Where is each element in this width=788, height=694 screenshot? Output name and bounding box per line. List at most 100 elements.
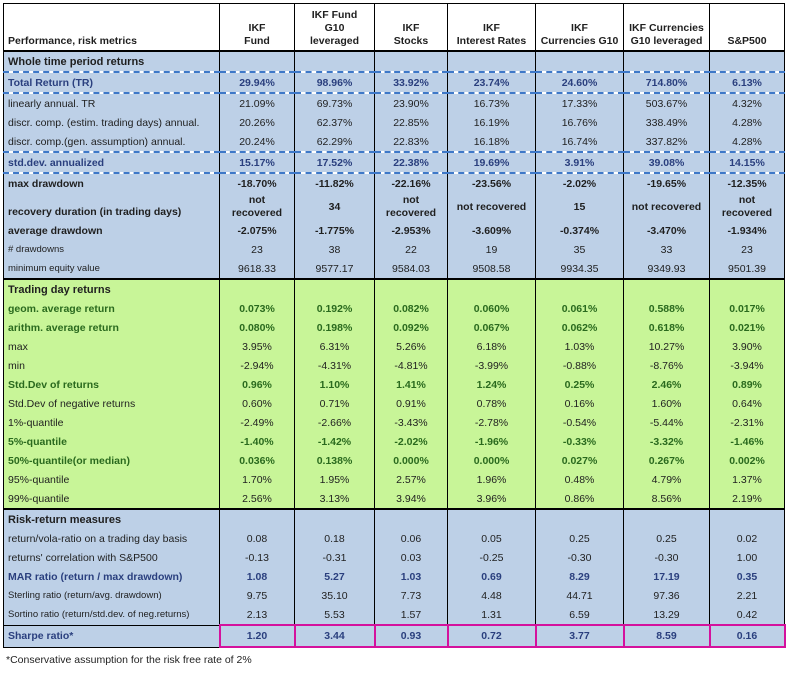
row-label: recovery duration (in trading days) bbox=[3, 193, 220, 221]
section-title: Whole time period returns bbox=[3, 50, 220, 72]
value-cell: -3.99% bbox=[447, 356, 536, 375]
value-cell: -0.54% bbox=[535, 413, 624, 432]
value-cell: 1.60% bbox=[623, 394, 710, 413]
value-cell: 4.32% bbox=[709, 93, 785, 113]
value-cell: 15.17% bbox=[219, 151, 295, 174]
value-cell: not recovered bbox=[219, 193, 295, 221]
empty-cell bbox=[294, 278, 375, 299]
column-header: IKF Fund G10 leveraged bbox=[294, 3, 375, 51]
value-cell: 1.00 bbox=[709, 548, 785, 567]
value-cell: 0.64% bbox=[709, 394, 785, 413]
value-cell: 3.44 bbox=[293, 624, 376, 648]
value-cell: 17.52% bbox=[294, 151, 375, 174]
value-cell: 0.192% bbox=[294, 299, 375, 318]
value-cell: -0.33% bbox=[535, 432, 624, 451]
value-cell: 0.618% bbox=[623, 318, 710, 337]
row-label: Std.Dev of returns bbox=[3, 375, 220, 394]
value-cell: 16.74% bbox=[535, 132, 624, 152]
value-cell: 338.49% bbox=[623, 113, 710, 132]
value-cell: 23 bbox=[709, 240, 785, 259]
value-cell: -2.075% bbox=[219, 221, 295, 240]
value-cell: 0.48% bbox=[535, 470, 624, 489]
value-cell: 6.18% bbox=[447, 337, 536, 356]
value-cell: 0.138% bbox=[294, 451, 375, 470]
value-cell: -1.96% bbox=[447, 432, 536, 451]
empty-cell bbox=[374, 50, 448, 72]
value-cell: 1.41% bbox=[374, 375, 448, 394]
value-cell: 0.86% bbox=[535, 489, 624, 509]
value-cell: 0.000% bbox=[374, 451, 448, 470]
value-cell: -3.609% bbox=[447, 221, 536, 240]
value-cell: 3.91% bbox=[535, 151, 624, 174]
value-cell: 62.37% bbox=[294, 113, 375, 132]
empty-cell bbox=[709, 508, 785, 529]
value-cell: 6.13% bbox=[709, 71, 785, 94]
value-cell: 0.60% bbox=[219, 394, 295, 413]
value-cell: -2.49% bbox=[219, 413, 295, 432]
empty-cell bbox=[447, 278, 536, 299]
value-cell: 0.08 bbox=[219, 529, 295, 548]
value-cell: 98.96% bbox=[294, 71, 375, 94]
value-cell: 0.05 bbox=[447, 529, 536, 548]
value-cell: -0.31 bbox=[294, 548, 375, 567]
value-cell: 0.092% bbox=[374, 318, 448, 337]
value-cell: 1.10% bbox=[294, 375, 375, 394]
value-cell: 3.77 bbox=[534, 624, 625, 648]
value-cell: 3.94% bbox=[374, 489, 448, 509]
value-cell: -12.35% bbox=[709, 173, 785, 193]
value-cell: 9618.33 bbox=[219, 259, 295, 280]
value-cell: 0.027% bbox=[535, 451, 624, 470]
value-cell: 23 bbox=[219, 240, 295, 259]
value-cell: 5.53 bbox=[294, 605, 375, 625]
value-cell: not recovered bbox=[623, 193, 710, 221]
column-header: S&P500 bbox=[709, 3, 785, 51]
value-cell: 29.94% bbox=[219, 71, 295, 94]
table-title: Performance, risk metrics bbox=[3, 3, 220, 51]
value-cell: 1.95% bbox=[294, 470, 375, 489]
value-cell: -1.46% bbox=[709, 432, 785, 451]
value-cell: 9577.17 bbox=[294, 259, 375, 280]
value-cell: -5.44% bbox=[623, 413, 710, 432]
value-cell: 0.062% bbox=[535, 318, 624, 337]
value-cell: 1.37% bbox=[709, 470, 785, 489]
table-row: discr. comp. (estim. trading days) annua… bbox=[3, 113, 785, 132]
value-cell: -3.94% bbox=[709, 356, 785, 375]
value-cell: 15 bbox=[535, 193, 624, 221]
value-cell: 8.29 bbox=[535, 567, 624, 586]
value-cell: -0.25 bbox=[447, 548, 536, 567]
value-cell: 1.20 bbox=[218, 624, 296, 648]
value-cell: -1.42% bbox=[294, 432, 375, 451]
table-row: Std.Dev of returns 0.96% 1.10% 1.41% 1.24% 0.… bbox=[3, 375, 785, 394]
table-row: recovery duration (in trading days) not r… bbox=[3, 193, 785, 221]
value-cell: 44.71 bbox=[535, 586, 624, 605]
value-cell: 2.57% bbox=[374, 470, 448, 489]
value-cell: 9.75 bbox=[219, 586, 295, 605]
value-cell: 6.59 bbox=[535, 605, 624, 625]
value-cell: 0.036% bbox=[219, 451, 295, 470]
value-cell: 16.18% bbox=[447, 132, 536, 152]
empty-cell bbox=[374, 278, 448, 299]
value-cell: -3.32% bbox=[623, 432, 710, 451]
table-row: Sharpe ratio* 1.20 3.44 0.93 0.72 3.77 8.59 0.1… bbox=[3, 624, 786, 648]
value-cell: 39.08% bbox=[623, 151, 710, 174]
value-cell: 8.59 bbox=[622, 624, 711, 648]
value-cell: 3.90% bbox=[709, 337, 785, 356]
value-cell: 20.24% bbox=[219, 132, 295, 152]
value-cell: 0.080% bbox=[219, 318, 295, 337]
row-label: 5%-quantile bbox=[3, 432, 220, 451]
table-row: Sortino ratio (return/std.dev. of neg.re… bbox=[3, 605, 785, 625]
table-row: linearly annual. TR 21.09% 69.73% 23.90% 16.… bbox=[3, 93, 785, 113]
value-cell: 5.26% bbox=[374, 337, 448, 356]
empty-cell bbox=[623, 50, 710, 72]
table-row: # drawdowns 23 38 22 19 35 33 23 bbox=[3, 240, 785, 259]
value-cell: 34 bbox=[294, 193, 375, 221]
table-row: geom. average return 0.073% 0.192% 0.082% 0.… bbox=[3, 299, 785, 318]
value-cell: 1.70% bbox=[219, 470, 295, 489]
empty-cell bbox=[294, 508, 375, 529]
value-cell: 4.79% bbox=[623, 470, 710, 489]
value-cell: 17.19 bbox=[623, 567, 710, 586]
value-cell: 22.38% bbox=[374, 151, 448, 174]
value-cell: 69.73% bbox=[294, 93, 375, 113]
value-cell: -19.65% bbox=[623, 173, 710, 193]
value-cell: -11.82% bbox=[294, 173, 375, 193]
